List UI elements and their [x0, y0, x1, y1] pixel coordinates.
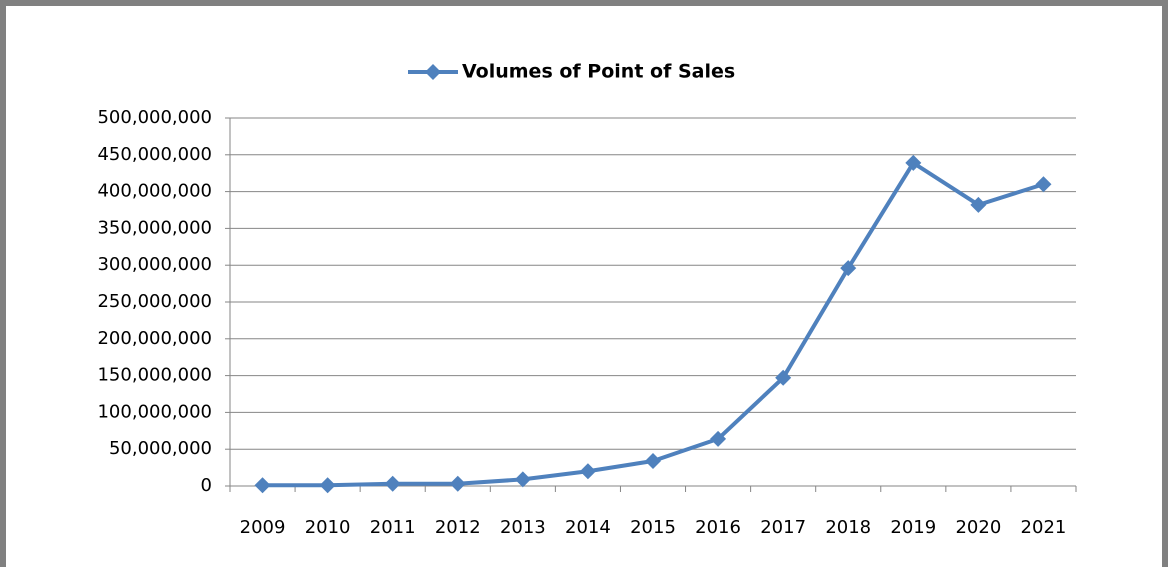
y-tick-label: 500,000,000 — [97, 107, 212, 128]
x-tick-label: 2011 — [370, 517, 416, 538]
y-tick-label: 350,000,000 — [97, 217, 212, 238]
data-point — [905, 154, 922, 171]
y-tick-label: 100,000,000 — [97, 401, 212, 422]
data-point — [710, 430, 727, 447]
data-point — [645, 452, 661, 469]
x-tick-label: 2015 — [630, 517, 676, 538]
y-tick-label: 200,000,000 — [97, 328, 212, 349]
data-point — [775, 369, 792, 386]
data-point — [319, 477, 336, 494]
x-tick-label: 2014 — [565, 517, 611, 538]
x-tick-label: 2010 — [305, 517, 351, 538]
data-point — [254, 477, 271, 494]
x-tick-label: 2009 — [240, 517, 286, 538]
y-tick-label: 250,000,000 — [97, 291, 212, 312]
x-tick-label: 2019 — [890, 517, 936, 538]
data-point — [384, 475, 401, 492]
data-point — [514, 471, 531, 488]
y-tick-label: 450,000,000 — [97, 144, 212, 165]
y-tick-label: 150,000,000 — [97, 365, 212, 386]
data-point — [449, 475, 466, 492]
x-tick-label: 2013 — [500, 517, 546, 538]
x-tick-label: 2020 — [955, 517, 1001, 538]
x-tick-label: 2018 — [825, 517, 871, 538]
legend-label: Volumes of Point of Sales — [462, 61, 735, 83]
data-point — [579, 463, 596, 480]
data-point — [970, 196, 987, 213]
x-tick-label: 2012 — [435, 517, 481, 538]
x-tick-label: 2021 — [1021, 517, 1067, 538]
legend-marker — [425, 64, 441, 80]
y-tick-label: 50,000,000 — [109, 438, 212, 459]
data-point — [840, 260, 857, 277]
y-tick-label: 400,000,000 — [97, 181, 212, 202]
y-tick-label: 300,000,000 — [97, 254, 212, 275]
x-tick-label: 2017 — [760, 517, 806, 538]
data-point — [1035, 176, 1052, 193]
x-tick-label: 2016 — [695, 517, 741, 538]
y-tick-label: 0 — [201, 475, 212, 496]
